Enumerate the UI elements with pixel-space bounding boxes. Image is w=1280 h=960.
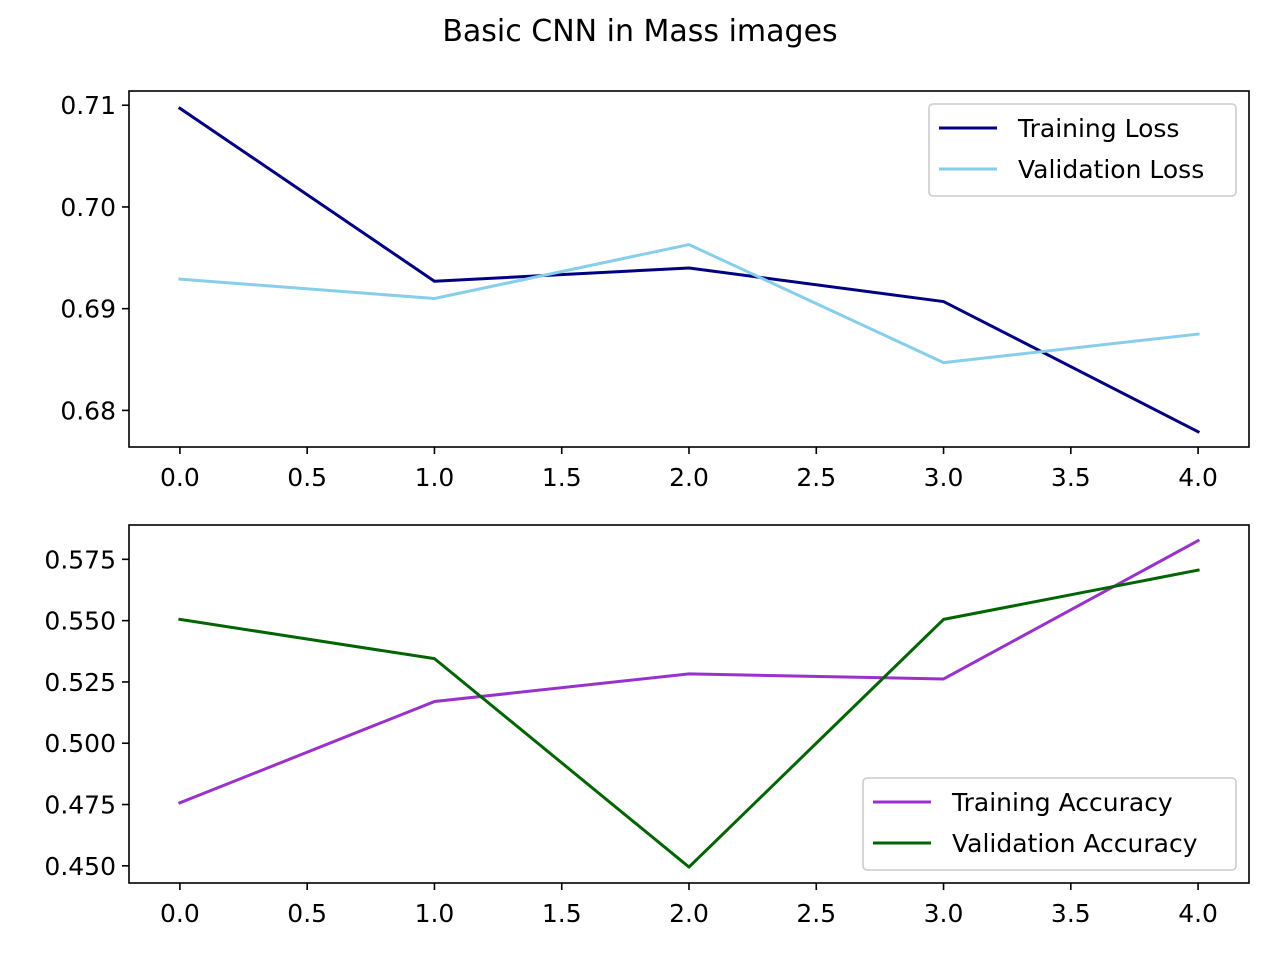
x-tick-label: 4.0: [1178, 899, 1218, 928]
legend-label: Training Accuracy: [951, 788, 1173, 817]
legend-label: Training Loss: [1017, 114, 1179, 143]
legend-label: Validation Accuracy: [952, 829, 1198, 858]
series-line-2-1: [177, 538, 1201, 805]
y-tick-label: 0.450: [44, 852, 116, 881]
x-tick-label: 3.5: [1051, 463, 1091, 492]
y-tick-label: 0.68: [60, 396, 116, 425]
figure-title: Basic CNN in Mass images: [442, 14, 838, 49]
x-tick-label: 0.5: [287, 899, 327, 928]
y-tick-label: 0.500: [44, 729, 116, 758]
legend: Training Loss Validation Loss: [928, 103, 1237, 197]
x-tick-label: 4.0: [1178, 463, 1218, 492]
legend-box: [862, 777, 1237, 871]
x-tick-label: 1.5: [542, 463, 582, 492]
x-tick-label: 2.0: [669, 899, 709, 928]
x-tick-label: 2.5: [796, 899, 836, 928]
y-tick-label: 0.475: [44, 791, 116, 820]
series-line-1-2: [178, 243, 1200, 365]
y-tick-label: 0.550: [44, 607, 116, 636]
y-tick-label: 0.70: [60, 193, 116, 222]
y-tick-label: 0.71: [60, 91, 116, 120]
x-tick-label: 2.0: [669, 463, 709, 492]
legend-box: [928, 103, 1237, 197]
legend: Training Accuracy Validation Accuracy: [862, 777, 1237, 871]
y-tick-label: 0.69: [60, 295, 116, 324]
y-tick-label: 0.575: [44, 545, 116, 574]
x-tick-label: 2.5: [796, 463, 836, 492]
subplot-2: 0.0 0.5 1.0 1.5 2.0 2.5 3.0 3.5 4.0 0.450 0.475 0.5…: [44, 524, 1250, 928]
subplot-1: 0.0 0.5 1.0 1.5 2.0 2.5 3.0 3.5 4.0 0.68 0.69 0.70 0…: [60, 90, 1250, 492]
x-tick-label: 1.5: [542, 899, 582, 928]
legend-label: Validation Loss: [1018, 155, 1204, 184]
x-tick-label: 1.0: [415, 899, 455, 928]
x-tick-label: 3.0: [924, 899, 964, 928]
series-line-2-2: [178, 568, 1200, 869]
x-tick-label: 3.0: [924, 463, 964, 492]
x-tick-label: 0.0: [160, 463, 200, 492]
x-tick-label: 0.0: [160, 899, 200, 928]
x-tick-label: 3.5: [1051, 899, 1091, 928]
x-tick-label: 1.0: [415, 463, 455, 492]
x-tick-label: 0.5: [287, 463, 327, 492]
series-line-1-1: [177, 106, 1201, 434]
y-tick-label: 0.525: [44, 668, 116, 697]
